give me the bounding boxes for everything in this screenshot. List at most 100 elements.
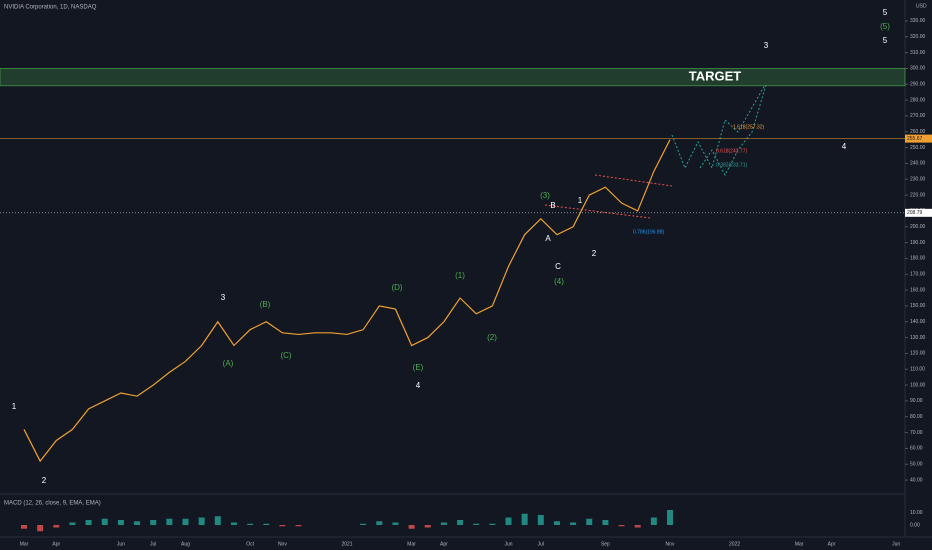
y-axis-label: USD: [916, 3, 927, 9]
macd-bar: [650, 517, 657, 525]
x-tick-label: Mar: [407, 541, 416, 547]
chart-title: NVIDIA Corporation, 1D, NASDAQ: [4, 5, 97, 11]
macd-bar: [440, 522, 447, 525]
y-tick-label: 150.00: [910, 303, 926, 309]
y-tick-label: 80.00: [910, 414, 923, 420]
macd-bar: [553, 521, 560, 525]
x-tick-label: 2021: [341, 541, 352, 547]
y-tick-label: 330.00: [910, 18, 926, 24]
wave-label: (A): [223, 359, 234, 368]
x-tick-label: Jul: [538, 541, 544, 547]
projection-lines: [544, 84, 767, 219]
wave-label: (3): [540, 191, 550, 200]
wave-label: (E): [413, 363, 424, 372]
y-tick-label: 230.00: [910, 177, 926, 183]
wave-label: 4: [416, 381, 421, 390]
macd-bar: [134, 521, 141, 525]
macd-bar: [376, 521, 383, 525]
y-tick-label: 260.00: [910, 129, 926, 135]
macd-bar: [424, 525, 431, 528]
y-tick-label: 320.00: [910, 34, 926, 40]
fib-label: 0.786(196.98): [633, 229, 664, 235]
x-tick-label: Sep: [601, 541, 610, 547]
x-tick-label: Nov: [278, 541, 287, 547]
price-tag: [905, 134, 932, 143]
macd-bar: [21, 525, 27, 529]
y-tick-label: 300.00: [910, 66, 926, 72]
x-tick-label: Jul: [150, 541, 156, 547]
y-tick-label: 130.00: [910, 335, 926, 341]
x-tick-label: Nov: [666, 541, 675, 547]
macd-bar: [230, 522, 237, 525]
macd-bar: [85, 520, 92, 525]
macd-bar: [634, 525, 641, 528]
x-tick-label: Mar: [795, 541, 804, 547]
macd-bar: [618, 525, 625, 527]
wave-label: (D): [391, 283, 402, 292]
x-tick-label: Apr: [828, 541, 836, 547]
y-tick-label: 50.00: [910, 462, 923, 468]
y-tick-label: 90.00: [910, 398, 923, 404]
macd-bar: [182, 518, 189, 525]
macd-tick-label: 0.00: [910, 522, 920, 528]
y-tick-label: 240.00: [910, 161, 926, 167]
wave-label: 4: [842, 142, 847, 151]
y-tick-label: 290.00: [910, 82, 926, 88]
macd-bar: [537, 515, 544, 525]
y-tick-label: 160.00: [910, 287, 926, 293]
y-tick-label: 110.00: [910, 367, 925, 373]
wave-label: 1: [578, 196, 583, 205]
macd-bar: [667, 510, 673, 525]
macd-bar: [521, 513, 528, 525]
macd-bar: [247, 523, 254, 525]
macd-bar: [214, 516, 221, 525]
x-tick-label: Apr: [52, 541, 60, 547]
x-tick-label: 2022: [729, 541, 740, 547]
wave-label: (B): [260, 300, 271, 309]
macd-title: MACD (12, 26, close, 9, EMA, EMA): [4, 501, 101, 507]
macd-bar: [263, 523, 270, 525]
macd-bar: [408, 525, 415, 529]
macd-bar: [489, 523, 496, 525]
wave-label: 3: [764, 41, 769, 50]
y-tick-label: 70.00: [910, 430, 923, 436]
macd-bar: [602, 520, 609, 525]
y-tick-label: 170.00: [910, 272, 926, 278]
macd-bar: [198, 517, 205, 525]
macd-bar: [570, 522, 577, 525]
macd-bar: [457, 520, 464, 525]
price-tag: [905, 208, 932, 217]
wave-label: (1): [455, 271, 465, 280]
macd-bar: [295, 525, 302, 527]
wave-label: A: [545, 234, 551, 243]
macd-bar: [101, 518, 108, 525]
x-tick-label: Jun: [892, 541, 900, 547]
price-tag-label: 208.79: [907, 210, 923, 216]
macd-bar: [117, 520, 124, 525]
macd-bar: [37, 525, 44, 532]
price-tag-label: 255.67: [907, 136, 923, 142]
fib-label: 1.618(257.32): [733, 124, 764, 130]
y-tick-label: 250.00: [910, 145, 926, 151]
y-tick-label: 40.00: [910, 477, 923, 483]
y-tick-label: 200.00: [910, 224, 926, 230]
y-tick-label: 140.00: [910, 319, 926, 325]
wave-label: 5: [883, 36, 888, 45]
wave-label: 5: [883, 8, 888, 17]
fib-label: 0.382(233.71): [716, 162, 747, 168]
x-tick-label: Jun: [117, 541, 125, 547]
macd-bar: [473, 523, 480, 525]
x-tick-label: Jun: [504, 541, 512, 547]
macd-bar: [166, 518, 173, 525]
y-tick-label: 280.00: [910, 97, 926, 103]
y-tick-label: 180.00: [910, 256, 926, 262]
y-tick-label: 190.00: [910, 240, 926, 246]
macd-bar: [279, 525, 286, 527]
wave-label: (C): [280, 351, 291, 360]
y-tick-label: 100.00: [910, 382, 926, 388]
y-tick-label: 220.00: [910, 192, 926, 198]
x-tick-label: Aug: [181, 541, 190, 547]
wave-label: 1: [12, 402, 17, 411]
